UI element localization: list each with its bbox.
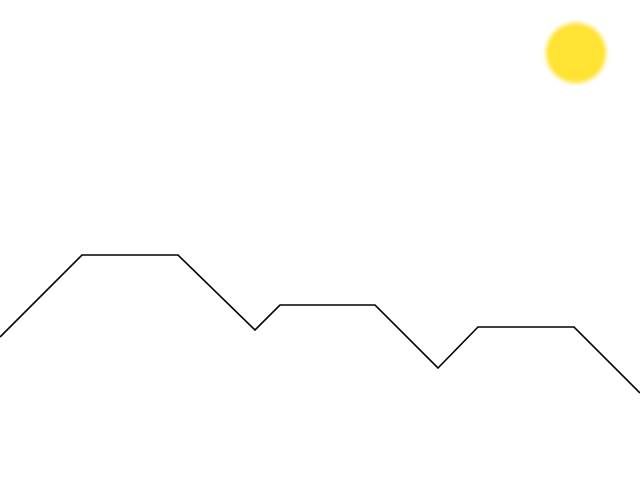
mountain-ridge-line xyxy=(0,254,640,394)
sun-icon xyxy=(546,23,606,83)
